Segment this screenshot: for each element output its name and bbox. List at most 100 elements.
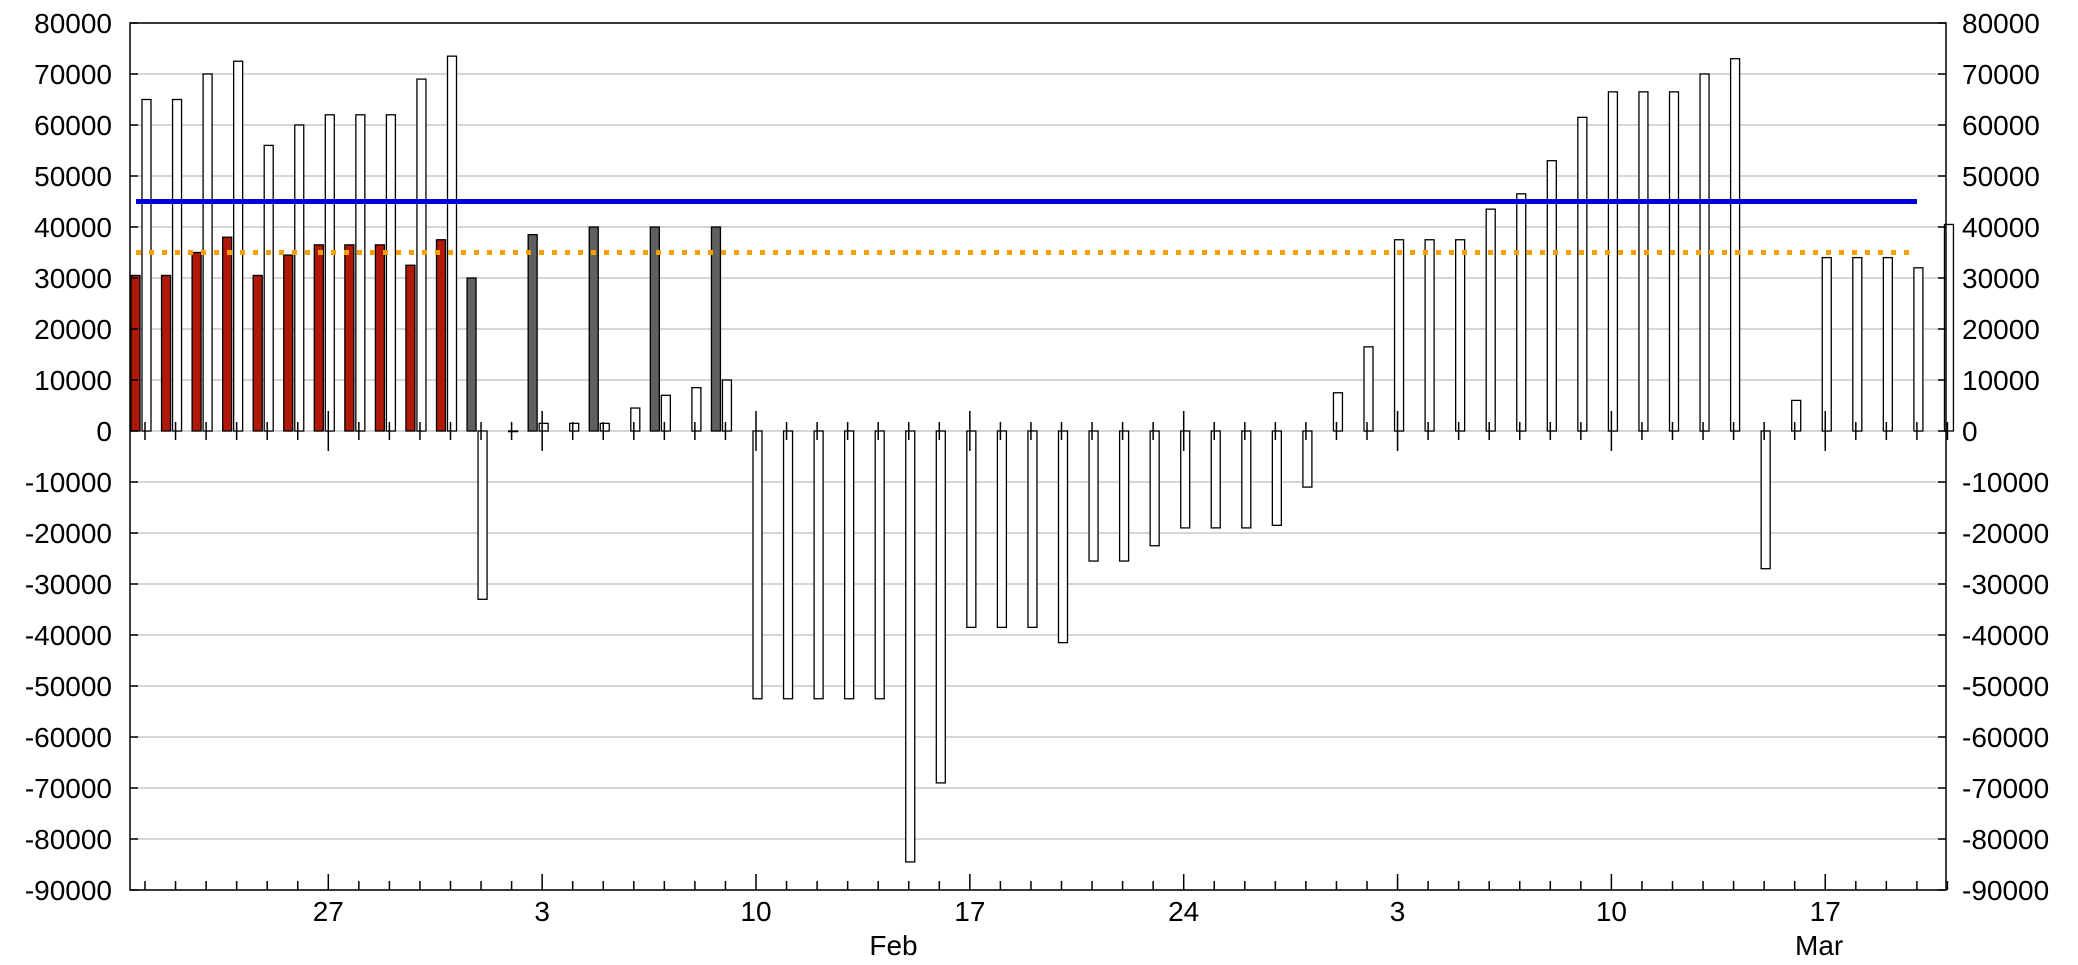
y-tick-label-right: 60000 <box>1962 110 2040 141</box>
bar-white <box>539 423 548 431</box>
bar-white <box>784 431 793 699</box>
bar-white <box>1333 393 1342 431</box>
y-tick-label-right: -90000 <box>1962 875 2049 906</box>
bar-white <box>1731 59 1740 431</box>
bar-white <box>356 115 365 431</box>
bar-white <box>234 61 243 431</box>
y-tick-label-right: -80000 <box>1962 824 2049 855</box>
y-tick-label-left: -80000 <box>25 824 112 855</box>
bar-white <box>814 431 823 699</box>
bar-red <box>131 275 140 431</box>
y-tick-label-right: 80000 <box>1962 8 2040 39</box>
bar-white <box>1211 431 1220 528</box>
bar-white <box>1150 431 1159 546</box>
bar-white <box>142 100 151 432</box>
bar-red <box>375 245 384 431</box>
bar-white <box>1608 92 1617 431</box>
y-tick-label-left: 50000 <box>34 161 112 192</box>
y-tick-label-left: -70000 <box>25 773 112 804</box>
y-tick-label-right: -60000 <box>1962 722 2049 753</box>
bar-white <box>1761 431 1770 569</box>
x-tick-label: 3 <box>1390 896 1406 927</box>
bar-white <box>173 100 182 432</box>
bars <box>131 56 1953 862</box>
bar-white <box>1792 400 1801 431</box>
bar-red <box>253 275 262 431</box>
bar-white <box>753 431 762 699</box>
y-tick-label-right: -40000 <box>1962 620 2049 651</box>
bar-white <box>661 395 670 431</box>
bar-red <box>406 265 415 431</box>
bar-white <box>1486 209 1495 431</box>
y-tick-label-left: -30000 <box>25 569 112 600</box>
bar-white <box>1028 431 1037 627</box>
bar-white <box>1456 240 1465 431</box>
y-tick-label-left: 30000 <box>34 263 112 294</box>
bar-white <box>264 145 273 431</box>
bar-red <box>437 240 446 431</box>
y-tick-label-left: 20000 <box>34 314 112 345</box>
bar-white <box>1120 431 1129 561</box>
bar-white <box>1517 194 1526 431</box>
y-tick-label-left: -60000 <box>25 722 112 753</box>
bar-red <box>223 237 232 431</box>
bar-white <box>1364 347 1373 431</box>
bar-red <box>314 245 323 431</box>
bar-red <box>162 275 171 431</box>
bar-white <box>967 431 976 627</box>
bar-white <box>570 423 579 431</box>
month-label: Feb <box>869 930 917 961</box>
bar-white <box>478 431 487 599</box>
bar-white <box>1395 240 1404 431</box>
y-tick-label-left: -10000 <box>25 467 112 498</box>
bar-white <box>1181 431 1190 528</box>
bar-white <box>295 125 304 431</box>
bar-white <box>845 431 854 699</box>
bar-gray <box>711 227 720 431</box>
y-tick-label-right: 40000 <box>1962 212 2040 243</box>
bar-white <box>631 408 640 431</box>
bar-white <box>1303 431 1312 487</box>
bar-white <box>1883 258 1892 431</box>
bar-white <box>600 423 609 431</box>
bar-white <box>1242 431 1251 528</box>
y-tick-label-left: 10000 <box>34 365 112 396</box>
x-tick-label: 27 <box>313 896 344 927</box>
bar-white <box>1639 92 1648 431</box>
y-tick-label-right: 10000 <box>1962 365 2040 396</box>
bar-white <box>1089 431 1098 561</box>
y-tick-label-right: -20000 <box>1962 518 2049 549</box>
y-tick-label-left: -20000 <box>25 518 112 549</box>
bar-gray <box>467 278 476 431</box>
x-tick-label: 24 <box>1168 896 1199 927</box>
bar-red <box>284 255 293 431</box>
x-tick-label: 10 <box>740 896 771 927</box>
y-tick-label-right: -10000 <box>1962 467 2049 498</box>
y-tick-label-left: 60000 <box>34 110 112 141</box>
y-tick-label-right: -50000 <box>1962 671 2049 702</box>
y-tick-label-left: -40000 <box>25 620 112 651</box>
y-tick-label-left: 80000 <box>34 8 112 39</box>
bar-white <box>1822 258 1831 431</box>
y-tick-label-right: 70000 <box>1962 59 2040 90</box>
bar-white <box>1578 117 1587 431</box>
bar-white <box>1700 74 1709 431</box>
bar-white <box>722 380 731 431</box>
bar-white <box>509 431 518 432</box>
y-tick-label-right: -30000 <box>1962 569 2049 600</box>
y-tick-label-right: -70000 <box>1962 773 2049 804</box>
x-tick-label: 17 <box>1810 896 1841 927</box>
y-tick-label-right: 0 <box>1962 416 1978 447</box>
bar-white <box>1059 431 1068 643</box>
y-tick-label-right: 50000 <box>1962 161 2040 192</box>
bar-white <box>386 115 395 431</box>
bar-white <box>997 431 1006 627</box>
bar-white <box>1914 268 1923 431</box>
bar-white <box>325 115 334 431</box>
bar-gray <box>650 227 659 431</box>
bar-red <box>192 253 201 432</box>
y-tick-label-left: -90000 <box>25 875 112 906</box>
bar-white <box>875 431 884 699</box>
y-tick-label-left: 40000 <box>34 212 112 243</box>
